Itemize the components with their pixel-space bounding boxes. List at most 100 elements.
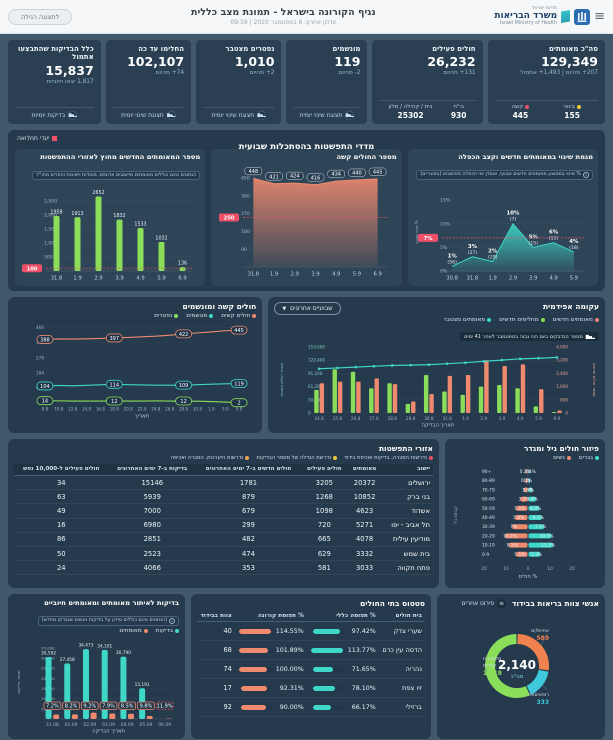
svg-text:119: 119 <box>234 382 244 388</box>
daily-change-link[interactable]: ▂▅▇ תצוגת שינוי יומית <box>211 111 267 120</box>
severe-count-plot[interactable]: 90 180 270 360 450 448 31.8 421 1.9 424 2.9 416 3.9 4… <box>216 161 396 279</box>
menu-icon[interactable]: ≡ <box>594 9 605 24</box>
table-row[interactable]: נהריה 71.65% 100.00% 74 <box>197 659 425 679</box>
svg-text:31.8: 31.8 <box>466 276 478 282</box>
svg-text:60-69: 60-69 <box>482 497 495 503</box>
table-row[interactable]: ירושלים 20372 3205 1781 15146 34 <box>14 475 433 491</box>
kpi-active-patients[interactable]: חולים פעילים 26,232 ‎+131 מהיום בי"ח 930… <box>372 40 483 124</box>
kpi-deaths[interactable]: נפטרים מצטבר 1,010 ‎+2 מהיום ▂▅▇ תצוגת שי… <box>196 40 282 124</box>
svg-text:35,000: 35,000 <box>41 645 55 650</box>
svg-text:7.1%: 7.1% <box>535 524 546 530</box>
daily-tests-link[interactable]: ▂▅▇ בדיקות יומיות <box>31 111 78 120</box>
table-row[interactable]: פתח תקווה 3033 581 353 4066 24 <box>14 560 433 576</box>
age-gender-plot[interactable]: 0.4% 0.2% +90 1% 0.7% 80-89 1.6% 1.7% 70-79 3.2% 3… <box>451 461 599 583</box>
chart-severe-ventilated: חולים קשה ומונשמים חולים קשים מונשמים נפ… <box>8 297 263 433</box>
target-square-icon <box>52 136 58 141</box>
chart-title: בדיקות לאיתור מאומתים ומאומתים חיוביים <box>44 599 179 607</box>
spread-table: יישוב מאומתים חולים פעילים חולים חדשים ב-7 … <box>14 464 433 576</box>
epidemic-curve-plot[interactable]: 153,600 4,000 122,400 3,200 91,200 2,400 61,20… <box>274 342 599 429</box>
chart-title: אנשי צוות בריאות בבידוד <box>512 599 599 608</box>
substat-hospital: בי"ח 930 <box>450 103 467 120</box>
kpi-value: 15,837 <box>45 62 94 78</box>
svg-text:30.8: 30.8 <box>193 407 203 412</box>
svg-text:3,200: 3,200 <box>556 358 568 363</box>
legend-cumulative: מאומתים מצטבר <box>443 317 492 323</box>
svg-text:445: 445 <box>234 328 244 334</box>
table-row[interactable]: שערי צדק 97.42% 114.55% 40 <box>197 621 425 641</box>
svg-text:5%: 5% <box>440 245 448 251</box>
svg-text:(18): (18) <box>569 245 579 251</box>
svg-text:500: 500 <box>44 255 53 261</box>
new-confirmed-plot[interactable]: 500 1,000 1,500 2,000 2,500 1958 31.8 1913 1.9 26… <box>20 180 200 283</box>
table-title: סטטוס בתי החולים <box>360 599 425 608</box>
table-row[interactable]: תל אביב - יפו 5271 720 299 6980 16 <box>14 518 433 533</box>
svg-text:5.9: 5.9 <box>352 272 360 278</box>
epi-legend: מאומתים חדשים מחלימים חדשים מאומתים מצטב… <box>274 317 599 323</box>
svg-text:90: 90 <box>241 247 247 253</box>
column-header[interactable]: חולים חדשים ב-7 ימים האחרונים <box>195 464 301 477</box>
annotation-note: ▂▅▇ מספר הנדבקים ביום הכי גבוה בספטמבר לא… <box>460 332 599 341</box>
table-row[interactable]: בני ברק 10852 1268 879 5939 63 <box>14 489 433 505</box>
svg-text:11.2%: 11.2% <box>541 543 555 549</box>
svg-text:תאריך הבדיקה: תאריך הבדיקה <box>421 423 454 429</box>
svg-text:2: 2 <box>238 401 241 407</box>
tests-plot[interactable]: 5,00010,00015,00020,00025,00030,00035,00… <box>14 634 179 734</box>
column-header[interactable]: יישוב <box>381 464 433 477</box>
svg-text:31.08: 31.08 <box>45 722 58 728</box>
svg-text:589: 589 <box>536 635 549 642</box>
column-header[interactable]: % תפוסת קורונה <box>234 611 307 622</box>
info-icon[interactable]: i <box>583 171 589 178</box>
table-row[interactable]: ברזילי 66.17% 90.00% 92 <box>197 697 425 717</box>
kpi-recovered[interactable]: החלימו עד כה 102,107 ‎+74 מהיום ▂▅▇ תצוגת… <box>105 40 192 124</box>
chart-title: מספר החולים קשה <box>336 153 397 161</box>
column-header[interactable]: חולים פעילים <box>301 464 348 477</box>
substat-moderate: בינוני 155 <box>563 103 581 120</box>
column-header[interactable]: מאומתים <box>347 464 382 477</box>
last-updated: עדכון אחרון: 6 בספטמבר 2020 | 09:59 <box>230 19 337 26</box>
change-trend-plot[interactable]: 0% 5% 10% 15% 1% (56) 30.8 3% (27) 31.8 2% (29) 1.9 1… <box>413 180 593 283</box>
svg-text:20: 20 <box>481 566 487 572</box>
column-header[interactable]: בית חולים <box>378 611 425 622</box>
normal-view-button[interactable]: לתצוגה רגילה <box>8 8 73 25</box>
svg-text:10: 10 <box>547 566 553 572</box>
daily-change-link[interactable]: ▂▅▇ תצוגת שינוי יומית <box>299 111 355 120</box>
info-icon[interactable]: i <box>169 617 175 624</box>
legend-dot-icon <box>245 456 250 460</box>
table-row[interactable]: מודיעין עילית 4078 665 482 2851 86 <box>14 532 433 547</box>
svg-text:1.6%: 1.6% <box>522 487 533 493</box>
svg-text:61,200: 61,200 <box>308 384 323 389</box>
table-row[interactable]: זיו צפת 78.10% 92.31% 17 <box>197 678 425 698</box>
svg-text:184: 184 <box>36 370 44 375</box>
kpi-total-confirmed[interactable]: סה"כ מאומתים 129,349 ‎+207 מהיום | ‎+1,4… <box>487 40 605 124</box>
legend-dot-icon <box>143 629 148 633</box>
kpi-ventilated[interactable]: מונשמים 119 ‎-2 מהיום ▂▅▇ תצוגת שינוי יומ… <box>286 40 368 124</box>
table-row[interactable]: הדסה עין כרם 113.77% 101.89% 68 <box>197 640 425 660</box>
table-row[interactable]: אשדוד 4623 1098 679 7000 49 <box>14 503 433 519</box>
staff-donut-plot[interactable]: 2,140 סה"כ אחיות/ים 589 רופאים/ות 333 מקצועות א… <box>443 608 599 724</box>
column-header[interactable]: צוות בבידוד <box>197 611 235 622</box>
column-header[interactable]: בדיקות ב-7 ימים האחרונים <box>108 464 196 477</box>
bar-chart-icon: ▂▅▇ <box>257 111 267 120</box>
svg-text:1.9: 1.9 <box>462 416 469 421</box>
table-row[interactable]: בית שמש 3332 629 474 2523 50 <box>14 546 433 562</box>
row-epidemic: עקומה אפידמית שבועיים אחרונים ▼ מאומתים ח… <box>8 297 605 433</box>
legend-women: נשים <box>553 455 571 461</box>
range-dropdown[interactable]: שבועיים אחרונים ▼ <box>274 302 341 315</box>
kpi-tests-yesterday[interactable]: כלל הבדיקות שהתבצעו אתמול 15,837 1,817 י… <box>8 40 101 124</box>
legend-positives: מאומתים <box>119 628 148 634</box>
column-header[interactable]: חולים פעילים ל-10,000 נפש <box>14 464 109 477</box>
svg-text:8.8: 8.8 <box>42 407 49 412</box>
severe-vent-plot[interactable]: 921842763684608.810.812.814.816.818.820.… <box>14 319 256 419</box>
daily-change-link[interactable]: ▂▅▇ תצוגת שינוי יומית <box>121 111 176 120</box>
svg-text:3.9: 3.9 <box>311 272 319 278</box>
details-button[interactable]: ≡ פירוט אחרים <box>461 599 507 608</box>
svg-text:3.9: 3.9 <box>498 416 505 421</box>
svg-text:40-49: 40-49 <box>482 515 495 521</box>
hospital-table-header: בית חולים% תפוסה כללי% תפוסת קורונה צוות … <box>197 611 425 622</box>
column-header[interactable]: % תפוסה כללי <box>306 611 379 622</box>
spread-table-header: יישוב מאומתים חולים פעילים חולים חדשים ב-7 … <box>14 464 433 477</box>
svg-text:4.9: 4.9 <box>517 416 524 421</box>
svg-text:תאריך: תאריך <box>135 414 150 420</box>
chart-title: מספר המאומתים החדשים מחוץ לאזורי ההתפשטו… <box>40 153 201 161</box>
svg-text:10: 10 <box>503 566 509 572</box>
